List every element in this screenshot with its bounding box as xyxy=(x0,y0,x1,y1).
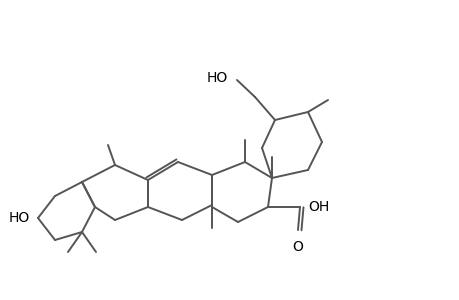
Text: OH: OH xyxy=(308,200,329,214)
Text: HO: HO xyxy=(206,71,228,85)
Text: O: O xyxy=(292,240,303,254)
Text: HO: HO xyxy=(9,211,30,225)
